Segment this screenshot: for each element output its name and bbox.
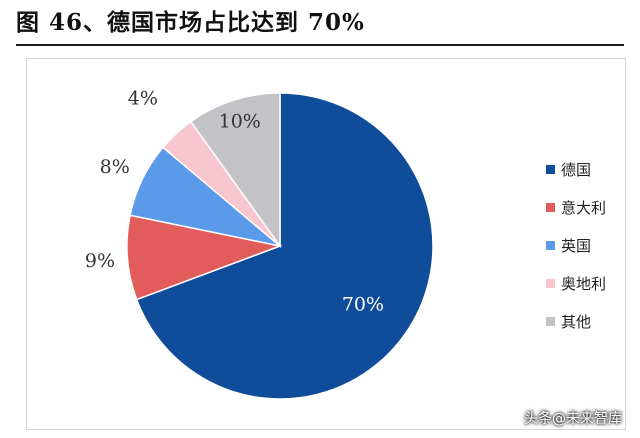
legend-label: 奥地利: [561, 275, 607, 293]
legend-label: 其他: [561, 313, 592, 331]
pie-slice-germany: [135, 92, 434, 400]
legend-label: 意大利: [561, 199, 607, 217]
data-label-italy: 9%: [85, 250, 115, 272]
legend-label: 英国: [561, 237, 592, 255]
watermark: 头条@未来智库: [524, 411, 622, 427]
data-label-other: 10%: [219, 111, 261, 133]
legend-swatch: [546, 279, 555, 288]
legend-item-other: 其他: [546, 312, 636, 331]
legend-item-italy: 意大利: [546, 198, 636, 217]
legend-item-germany: 德国: [546, 160, 636, 179]
legend-swatch: [546, 203, 555, 212]
pie-slice-other: [189, 92, 281, 249]
data-label-uk: 8%: [100, 156, 130, 178]
legend-swatch: [546, 165, 555, 174]
legend-item-uk: 英国: [546, 236, 636, 255]
data-label-austria: 4%: [128, 88, 158, 110]
legend-label: 德国: [561, 161, 592, 179]
chart-title: 图 46、德国市场占比达到 70%: [16, 9, 365, 36]
title-divider: [16, 44, 624, 46]
pie-slice-italy: [126, 214, 283, 301]
legend-swatch: [546, 317, 555, 326]
data-label-germany: 70%: [342, 294, 384, 316]
chart-legend: 德国 意大利 英国 奥地利 其他: [546, 160, 636, 350]
legend-swatch: [546, 241, 555, 250]
legend-item-austria: 奥地利: [546, 274, 636, 293]
